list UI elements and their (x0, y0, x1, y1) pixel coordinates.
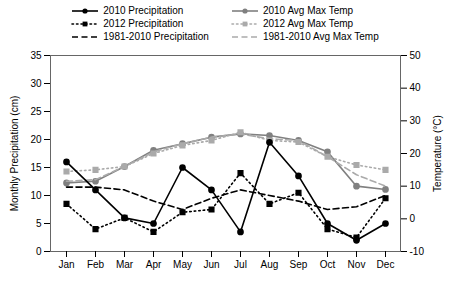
html-text:2010 Avg Max Temp: 2010 Avg Max Temp (262, 5, 354, 16)
svg-text:Jul: Jul (234, 259, 247, 270)
svg-text:Feb: Feb (87, 259, 105, 270)
svg-text:5: 5 (36, 218, 42, 229)
svg-text:40: 40 (410, 82, 422, 93)
html-text:2010 Precipitation: 2010 Precipitation (103, 5, 184, 16)
svg-text:30: 30 (30, 78, 42, 89)
html-text:1981-2010 Precipitation: 1981-2010 Precipitation (103, 31, 209, 42)
svg-text:Nov: Nov (348, 259, 366, 270)
html-text:1981-2010 Avg Max Temp: 1981-2010 Avg Max Temp (262, 31, 379, 42)
svg-text:15: 15 (30, 162, 42, 173)
svg-text:25: 25 (30, 106, 42, 117)
svg-text:50: 50 (410, 50, 422, 61)
svg-text:20: 20 (30, 134, 42, 145)
svg-text:-10: -10 (410, 246, 425, 257)
svg-text:0: 0 (410, 213, 416, 224)
html-text:2012 Precipitation: 2012 Precipitation (103, 18, 184, 29)
svg-text:Dec: Dec (377, 259, 395, 270)
svg-text:30: 30 (410, 115, 422, 126)
svg-text:May: May (173, 259, 192, 270)
svg-text:Aug: Aug (261, 259, 279, 270)
svg-text:Monthly Precipitation (cm): Monthly Precipitation (cm) (9, 96, 20, 212)
svg-text:Jun: Jun (203, 259, 219, 270)
svg-text:10: 10 (30, 190, 42, 201)
svg-text:0: 0 (36, 246, 42, 257)
svg-text:Jan: Jan (58, 259, 74, 270)
svg-text:Sep: Sep (290, 259, 308, 270)
svg-text:Temperature (°C): Temperature (°C) (432, 115, 443, 192)
svg-text:35: 35 (30, 50, 42, 61)
svg-text:Oct: Oct (320, 259, 336, 270)
svg-text:20: 20 (410, 148, 422, 159)
html-text:2012 Avg Max Temp: 2012 Avg Max Temp (262, 18, 354, 29)
svg-text:Apr: Apr (146, 259, 162, 270)
svg-text:Mar: Mar (116, 259, 134, 270)
svg-text:10: 10 (410, 180, 422, 191)
